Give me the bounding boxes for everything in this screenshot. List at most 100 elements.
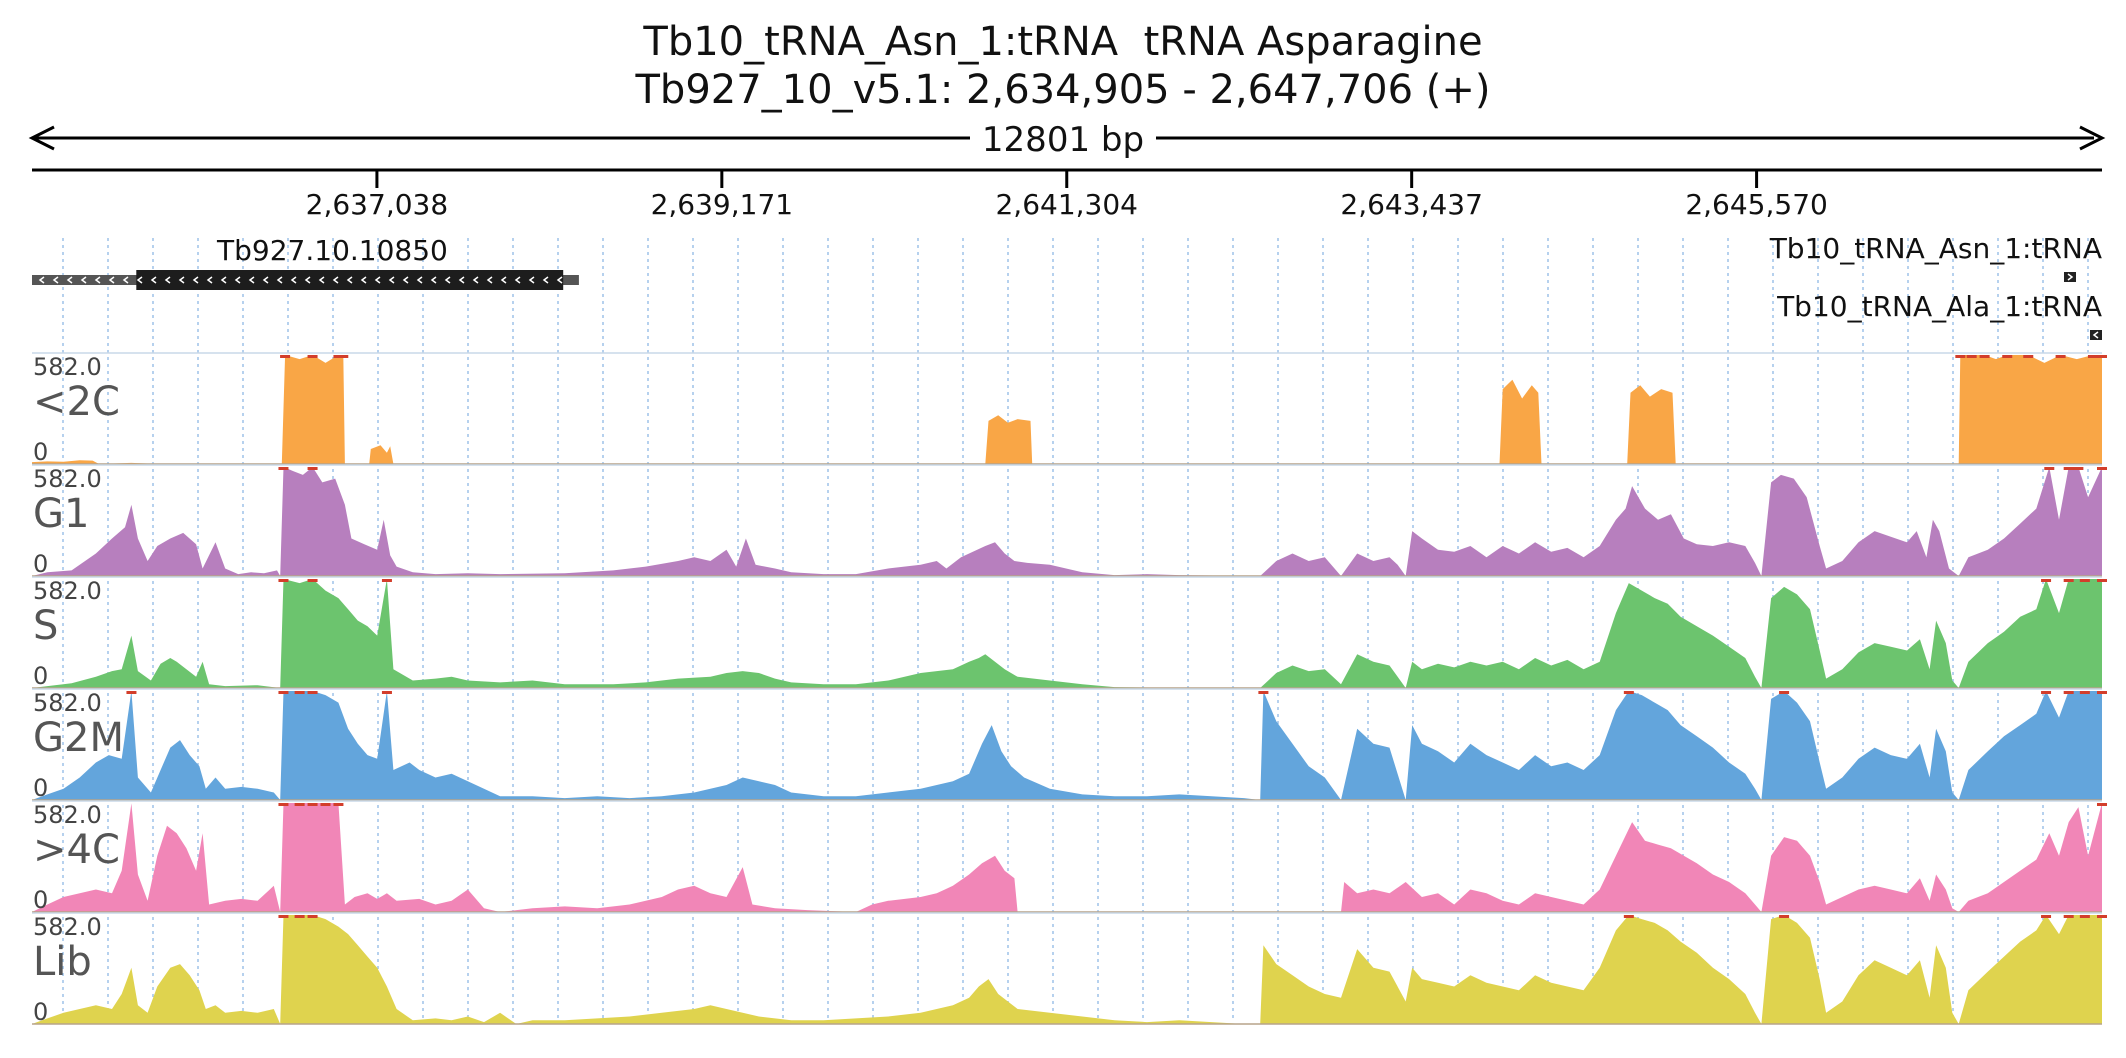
track-label: S (33, 603, 58, 649)
clip-marker (2097, 915, 2107, 918)
strand-chevron-icon (444, 276, 451, 284)
strand-chevron-icon (108, 276, 115, 284)
clip-marker (2097, 691, 2107, 694)
clip-marker (307, 579, 318, 582)
strand-chevron-icon (346, 276, 353, 284)
strand-chevron-icon (528, 276, 535, 284)
track-label: Lib (33, 939, 92, 985)
x-tick-label: 2,645,570 (1685, 188, 1828, 221)
clip-marker (1966, 355, 1977, 358)
gene-label: Tb927.10.10850 (216, 234, 448, 267)
strand-chevron-icon (276, 276, 283, 284)
gene-cds (136, 270, 564, 290)
trna-asn-label: Tb10_tRNA_Asn_1:tRNA (1769, 232, 2102, 265)
strand-chevron-icon (332, 276, 339, 284)
coverage-area-0 (32, 355, 2102, 464)
clip-marker (1955, 355, 1966, 358)
coverage-area-2 (32, 579, 2102, 688)
strand-chevron-icon (388, 276, 395, 284)
strand-chevron-icon (486, 276, 493, 284)
clip-marker (278, 915, 289, 918)
clip-marker (2041, 915, 2052, 918)
clip-marker (1623, 915, 1634, 918)
arrow-right-icon (2079, 125, 2106, 151)
clip-marker (2002, 355, 2013, 358)
clip-marker (307, 691, 318, 694)
strand-chevron-icon (472, 276, 479, 284)
arrow-left-icon (28, 125, 55, 151)
strand-chevron-icon (122, 276, 129, 284)
clip-marker (2097, 803, 2107, 806)
clip-marker (307, 467, 318, 470)
x-tick-label: 2,643,437 (1340, 188, 1483, 221)
track-label: <2C (33, 379, 120, 425)
clip-marker (280, 355, 291, 358)
track-label: G1 (33, 491, 89, 537)
y-max-label: 582.0 (33, 913, 102, 941)
span-label: 12801 bp (982, 120, 1144, 160)
clip-marker (278, 467, 289, 470)
coverage-area-3 (32, 691, 2102, 800)
y-zero-label: 0 (33, 886, 48, 914)
x-tick-label: 2,639,171 (651, 188, 794, 221)
x-tick-label: 2,641,304 (995, 188, 1138, 221)
clip-marker (307, 803, 318, 806)
strand-chevron-icon (206, 276, 213, 284)
clip-marker (2097, 579, 2107, 582)
clip-marker (2055, 355, 2066, 358)
clip-marker (320, 803, 331, 806)
coverage-area-4 (32, 803, 2102, 912)
clip-marker (294, 691, 305, 694)
clip-marker (2097, 355, 2107, 358)
strand-chevron-icon (2067, 273, 2074, 281)
y-zero-label: 0 (33, 550, 48, 578)
clip-marker (1779, 691, 1790, 694)
strand-chevron-icon (192, 276, 199, 284)
clip-marker (278, 803, 289, 806)
strand-chevron-icon (500, 276, 507, 284)
clip-marker (2079, 915, 2090, 918)
strand-chevron-icon (136, 276, 143, 284)
strand-chevron-icon (318, 276, 325, 284)
x-tick-label: 2,637,038 (306, 188, 449, 221)
clip-marker (2041, 579, 2052, 582)
clip-marker (1258, 691, 1269, 694)
clip-marker (2063, 915, 2074, 918)
clip-marker (2073, 467, 2084, 470)
track-label: >4C (33, 827, 120, 873)
clip-marker (278, 579, 289, 582)
clip-marker (1623, 691, 1634, 694)
clip-marker (2087, 355, 2098, 358)
strand-chevron-icon (542, 276, 549, 284)
track-label: G2M (33, 715, 124, 761)
clip-marker (126, 691, 137, 694)
strand-chevron-icon (290, 276, 297, 284)
trna-ala-feature (2090, 330, 2102, 340)
strand-chevron-icon (38, 276, 45, 284)
clip-marker (294, 915, 305, 918)
strand-chevron-icon (374, 276, 381, 284)
clip-marker (307, 915, 318, 918)
y-zero-label: 0 (33, 998, 48, 1026)
y-max-label: 582.0 (33, 689, 102, 717)
y-zero-label: 0 (33, 774, 48, 802)
y-max-label: 582.0 (33, 353, 102, 381)
strand-chevron-icon (94, 276, 101, 284)
strand-chevron-icon (556, 276, 563, 284)
gene-end-cap (570, 275, 579, 285)
strand-chevron-icon (80, 276, 87, 284)
coverage-area-1 (32, 467, 2102, 576)
title-block: Tb10_tRNA_Asn_1:tRNA tRNA Asparagine Tb9… (0, 18, 2126, 114)
trna-asn-feature (2064, 272, 2076, 282)
clip-marker (1979, 355, 1990, 358)
strand-chevron-icon (304, 276, 311, 284)
clip-marker (1779, 915, 1790, 918)
clip-marker (2044, 467, 2055, 470)
chart-subtitle: Tb927_10_v5.1: 2,634,905 - 2,647,706 (+) (635, 67, 1491, 113)
clip-marker (2063, 579, 2074, 582)
strand-chevron-icon (2092, 331, 2099, 339)
strand-chevron-icon (234, 276, 241, 284)
strand-chevron-icon (360, 276, 367, 284)
